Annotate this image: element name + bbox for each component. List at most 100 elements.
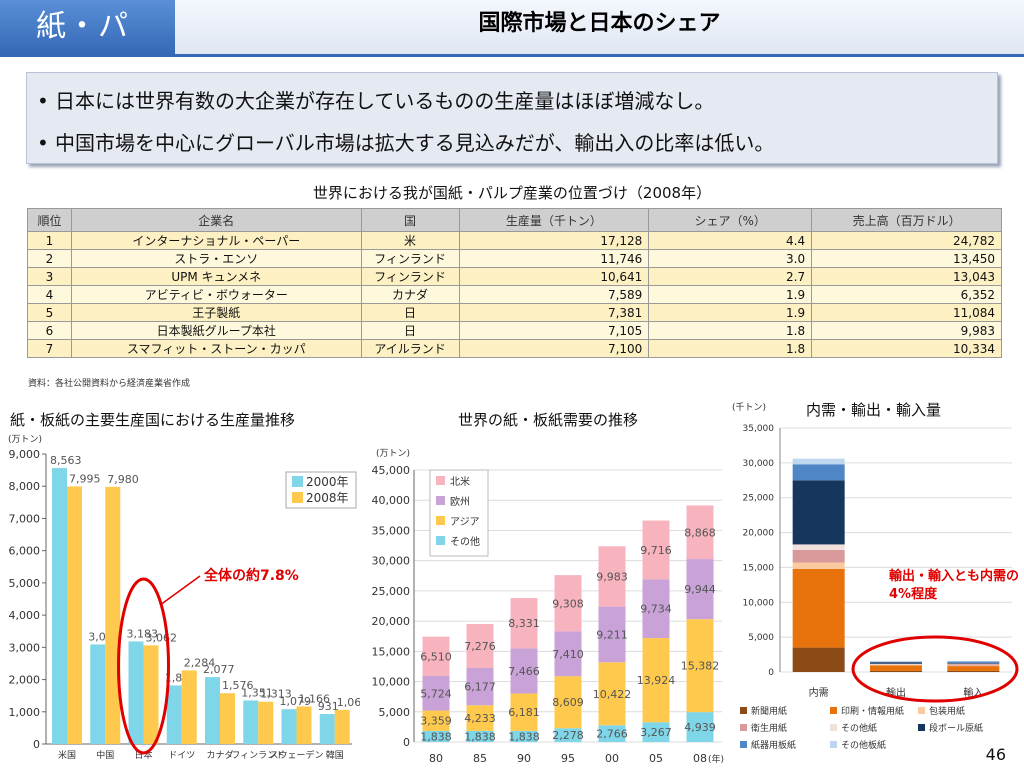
chart2-data-label: 9,983 xyxy=(596,570,628,583)
chart2-data-label: 1,838 xyxy=(420,730,452,743)
chart1-callout-text: 全体の約7.8% xyxy=(203,567,299,584)
chart2-ytick-label: 25,000 xyxy=(372,585,411,598)
chart2-bar-segment xyxy=(686,505,714,560)
chart3-bar-segment xyxy=(870,670,922,672)
chart3-bar-segment xyxy=(792,647,845,672)
chart3-bar-segment xyxy=(870,663,922,665)
table-row: 4 アビティビ・ボウォーター カナダ 7,589 1.9 6,352 xyxy=(27,285,1002,304)
chart2-data-label: 7,276 xyxy=(464,640,496,653)
table-cell: 17,128 xyxy=(458,231,650,250)
chart2-legend-label: 欧州 xyxy=(450,496,470,508)
chart2-ytick-label: 15,000 xyxy=(372,645,411,658)
chart3-ytick-label: 0 xyxy=(768,668,774,678)
chart1-ytick-label: 5,000 xyxy=(9,577,41,590)
company-ranking-table: 順位 企業名 国 生産量（千トン） シェア（%） 売上高（百万ドル） 1 インター… xyxy=(27,208,1002,358)
chart1-title: 紙・板紙の主要生産国における生産量推移 xyxy=(10,411,296,429)
chart1-bar xyxy=(220,693,235,744)
table-cell: ストラ・エンソ xyxy=(70,249,362,268)
chart2-bar-segment xyxy=(466,667,494,706)
chart2-legend-label: 北米 xyxy=(450,475,470,488)
chart2-bar-segment xyxy=(422,730,450,742)
chart3-ytick-label: 20,000 xyxy=(743,529,775,539)
chart3-legend-swatch xyxy=(918,724,925,731)
table-cell: インターナショナル・ペーパー xyxy=(70,231,362,250)
chart-world-demand: (万トン) 0 5,000 10,000 15,000 20,000 25,000 30,00… xyxy=(372,449,725,765)
chart3-title: 内需・輸出・輸入量 xyxy=(806,401,942,419)
chart1-ytick-label: 3,000 xyxy=(9,641,41,654)
bullet-2: • 中国市場を中心にグローバル市場は拡大する見込みだが、輸出入の比率は低い。 xyxy=(37,131,775,155)
chart3-legend-label: 紙器用板紙 xyxy=(751,739,796,751)
chart3-bar-segment xyxy=(947,670,1000,672)
chart2-data-label: 1,838 xyxy=(464,730,496,743)
chart3-bar-segment xyxy=(870,662,922,664)
chart2-data-label: 4,939 xyxy=(684,721,716,734)
chart1-data-label: 1,079 xyxy=(280,695,312,708)
table-cell: アビティビ・ボウォーター xyxy=(70,285,362,304)
bullet-2-text: 中国市場を中心にグローバル市場は拡大する見込みだが、輸出入の比率は低い。 xyxy=(55,131,775,155)
chart2-bar-segment xyxy=(554,575,582,632)
chart2-ytick-label: 30,000 xyxy=(372,555,411,568)
chart1-category-label: 中国 xyxy=(96,749,114,761)
chart3-bar-segment xyxy=(792,464,845,481)
chart2-data-label: 9,211 xyxy=(596,628,628,641)
chart1-bar xyxy=(243,700,259,744)
chart1-data-label: 1,313 xyxy=(260,688,292,701)
chart2-category-label: 80 xyxy=(429,752,443,765)
table-cell: 13,450 xyxy=(811,249,1002,268)
chart-domestic-export-import: (千トン) 0 5,000 10,000 15,000 20,000 25,000 30,00… xyxy=(732,402,1019,751)
chart3-bar-segment xyxy=(792,562,845,569)
header-rule xyxy=(0,54,1024,57)
table-cell: 11,084 xyxy=(811,303,1002,322)
chart3-bar-segment xyxy=(792,458,845,465)
chart1-category-label: 韓国 xyxy=(326,750,344,761)
chart3-legend-swatch xyxy=(740,741,747,748)
chart2-data-label: 3,267 xyxy=(640,726,672,739)
chart1-category-label: フィンランド xyxy=(231,750,285,761)
chart1-data-label: 3,062 xyxy=(146,631,178,644)
chart2-bar-segment xyxy=(686,619,714,713)
chart2-ytick-label: 0 xyxy=(403,736,410,749)
table-cell: 2.7 xyxy=(648,267,813,286)
chart1-ytick-label: 0 xyxy=(33,738,40,751)
table-cell: 1.9 xyxy=(648,285,813,304)
chart2-legend-swatch xyxy=(436,496,445,505)
table-row: 2 ストラ・エンソ フィンランド 11,746 3.0 13,450 xyxy=(27,249,1002,268)
chart2-data-label: 10,422 xyxy=(593,688,632,701)
chart2-legend-swatch xyxy=(436,476,445,485)
chart2-category-label: 85 xyxy=(473,752,487,765)
chart1-ytick-label: 7,000 xyxy=(9,512,41,525)
chart3-legend-swatch xyxy=(830,741,837,748)
table-row: 7 スマフィット・ストーン・カッパ アイルランド 7,100 1.8 10,334 xyxy=(27,339,1002,358)
table-cell: 13,043 xyxy=(811,267,1002,286)
col-header-production: 生産量（千トン） xyxy=(458,208,650,232)
chart2-bar-segment xyxy=(598,725,626,742)
table-cell: 9,983 xyxy=(811,321,1002,340)
table-cell: アイルランド xyxy=(360,339,460,358)
chart2-bar-segment xyxy=(642,722,670,742)
chart2-ytick-label: 45,000 xyxy=(372,464,411,477)
col-header-rank: 順位 xyxy=(27,208,72,232)
chart1-bar xyxy=(90,644,106,744)
chart2-data-label: 8,331 xyxy=(508,617,540,630)
table-cell: 7,100 xyxy=(458,339,650,358)
chart2-bar-segment xyxy=(554,728,582,742)
chart2-bar-segment xyxy=(510,693,538,731)
chart3-legend-swatch xyxy=(830,724,837,731)
chart2-category-label: 95 xyxy=(561,752,575,765)
chart3-ytick-label: 15,000 xyxy=(743,563,775,573)
chart1-bar xyxy=(334,709,350,744)
chart3-legend-label: 段ボール原紙 xyxy=(929,722,983,734)
chart1-legend-label: 2000年 xyxy=(306,475,349,489)
col-header-country: 国 xyxy=(360,208,460,232)
chart1-bar xyxy=(128,641,144,744)
chart3-bar-segment xyxy=(792,550,845,563)
table-cell: 2 xyxy=(27,249,72,268)
chart3-legend-label: 包装用紙 xyxy=(929,705,965,717)
chart3-legend-swatch xyxy=(740,724,747,731)
chart1-callout-line xyxy=(161,575,201,605)
chart2-bar-segment xyxy=(598,606,626,663)
chart2-bar-segment xyxy=(598,662,626,726)
chart1-bar xyxy=(105,486,121,744)
table-cell: 4 xyxy=(27,285,72,304)
chart2-ytick-label: 40,000 xyxy=(372,494,411,507)
